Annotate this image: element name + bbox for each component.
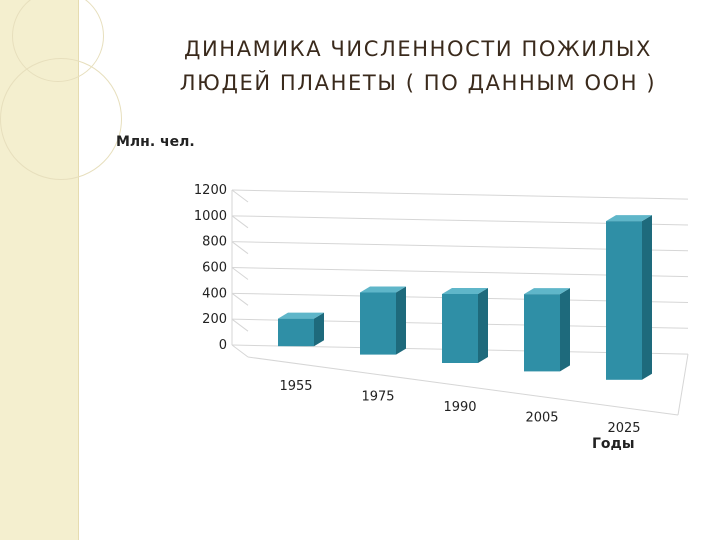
gridline xyxy=(231,189,689,200)
y-tick-label: 1000 xyxy=(194,209,227,224)
slide-title-line-2: ЛЮДЕЙ ПЛАНЕТЫ ( ПО ДАННЫМ ООН ) xyxy=(179,71,657,95)
slide-title-line-1: ДИНАМИКА ЧИСЛЕННОСТИ ПОЖИЛЫХ xyxy=(183,37,653,61)
x-tick-label: 1990 xyxy=(443,400,476,415)
x-axis-label: Годы xyxy=(592,436,635,452)
bar-top-2005 xyxy=(524,288,570,295)
bar-front-2025 xyxy=(606,221,642,380)
y-tick-label: 200 xyxy=(202,312,227,327)
bar-side-1990 xyxy=(478,288,488,363)
y-tick-label: 400 xyxy=(202,286,227,301)
y-tick-label: 600 xyxy=(202,261,227,276)
bar-side-1975 xyxy=(396,286,406,355)
bar-front-2005 xyxy=(524,294,560,372)
bar-side-2005 xyxy=(560,288,570,372)
y-axis-label: Млн. чел. xyxy=(116,134,195,150)
x-tick-label: 1955 xyxy=(279,379,312,394)
y-tick-label: 1200 xyxy=(194,183,227,198)
gridline-side xyxy=(231,344,249,358)
gridline-side xyxy=(231,267,249,280)
decorative-side-strip xyxy=(0,0,122,540)
y-tick-label: 800 xyxy=(202,235,227,250)
bar-side-2025 xyxy=(642,215,652,380)
bar-top-1955 xyxy=(278,312,324,319)
gridline-side xyxy=(231,292,249,306)
gridline-side xyxy=(231,189,249,203)
bar-front-1955 xyxy=(278,318,314,347)
x-tick-label: 2025 xyxy=(607,421,640,436)
gridline-side xyxy=(231,215,249,229)
bar-front-1975 xyxy=(360,292,396,355)
slide-title: ДИНАМИКА ЧИСЛЕННОСТИ ПОЖИЛЫХ ЛЮДЕЙ ПЛАНЕ… xyxy=(138,32,698,100)
bar-top-1975 xyxy=(360,286,406,293)
bar-side-1955 xyxy=(314,312,324,347)
gridline-side xyxy=(231,241,249,255)
decorative-ring xyxy=(0,58,122,180)
floor-front-edge xyxy=(247,356,679,416)
bar-top-1990 xyxy=(442,288,488,294)
gridline-side xyxy=(231,318,249,332)
floor-right-edge xyxy=(677,354,689,416)
y-tick-label: 0 xyxy=(219,338,227,353)
bar-front-1990 xyxy=(442,294,478,363)
x-tick-label: 2005 xyxy=(525,410,558,425)
x-tick-label: 1975 xyxy=(361,390,394,405)
bar-top-2025 xyxy=(606,215,652,222)
